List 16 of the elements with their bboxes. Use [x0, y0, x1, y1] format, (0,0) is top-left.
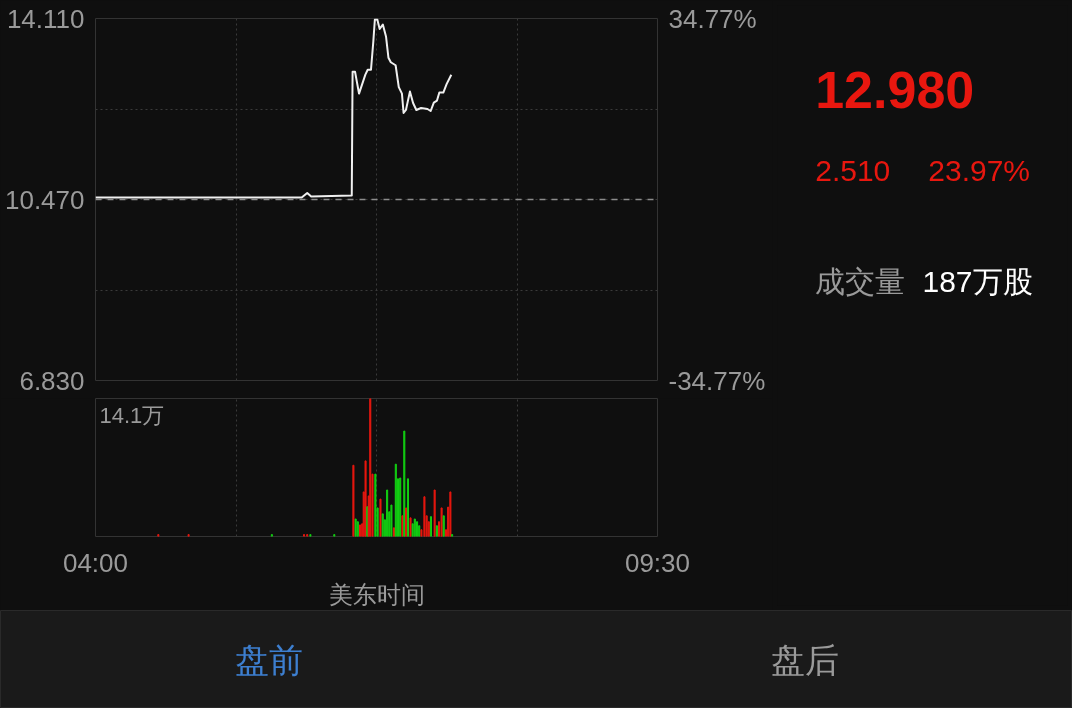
text: 成交量: [815, 265, 906, 298]
text: 23.97%: [928, 154, 1031, 187]
annotation: 14.1万: [99, 402, 165, 428]
x-axis-title: 美东时间: [328, 580, 425, 608]
text: 187万股: [922, 265, 1033, 298]
text: 盘前: [234, 640, 303, 679]
y2-tick-label: 34.77%: [668, 3, 757, 34]
y-tick-label: 10.470: [4, 184, 85, 215]
text: 盘后: [770, 640, 839, 679]
x-tick-label: 09:30: [624, 547, 691, 578]
text: 2.510: [815, 153, 891, 187]
y-tick-label: 6.830: [19, 365, 85, 396]
y2-tick-label: -34.77%: [668, 365, 766, 396]
text: 12.980: [815, 60, 975, 119]
x-tick-label: 04:00: [62, 547, 129, 578]
y-tick-label: 14.110: [6, 3, 85, 34]
